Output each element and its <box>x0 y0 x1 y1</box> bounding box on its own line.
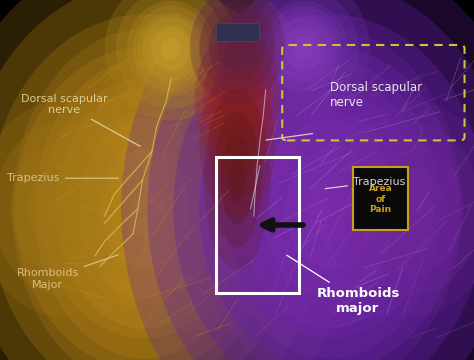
Ellipse shape <box>197 29 462 360</box>
Ellipse shape <box>0 14 301 360</box>
Ellipse shape <box>67 112 223 306</box>
Ellipse shape <box>11 144 113 274</box>
Ellipse shape <box>263 119 396 299</box>
Ellipse shape <box>200 1 275 93</box>
Ellipse shape <box>190 0 284 104</box>
Ellipse shape <box>0 0 327 360</box>
Ellipse shape <box>162 38 181 59</box>
Ellipse shape <box>219 59 440 359</box>
Ellipse shape <box>0 101 147 317</box>
Text: Rhomboids
Major: Rhomboids Major <box>17 255 118 290</box>
Ellipse shape <box>56 89 233 329</box>
Ellipse shape <box>160 37 182 60</box>
Ellipse shape <box>378 166 447 252</box>
Ellipse shape <box>35 59 255 359</box>
Bar <box>216 157 299 293</box>
Text: Trapezius: Trapezius <box>8 173 118 183</box>
Ellipse shape <box>277 144 382 274</box>
Ellipse shape <box>12 29 277 360</box>
Ellipse shape <box>303 176 356 241</box>
Ellipse shape <box>220 72 254 130</box>
Ellipse shape <box>41 79 249 338</box>
Ellipse shape <box>149 24 193 73</box>
Ellipse shape <box>229 86 246 115</box>
Ellipse shape <box>133 5 209 92</box>
Ellipse shape <box>292 37 315 60</box>
Ellipse shape <box>143 16 200 81</box>
Ellipse shape <box>219 24 256 70</box>
Ellipse shape <box>121 0 474 360</box>
Ellipse shape <box>212 58 263 144</box>
Ellipse shape <box>138 13 204 85</box>
Ellipse shape <box>237 0 370 121</box>
Ellipse shape <box>203 43 271 158</box>
Ellipse shape <box>200 47 460 360</box>
Ellipse shape <box>100 149 189 269</box>
Text: Dorsal scapular
nerve: Dorsal scapular nerve <box>329 81 422 109</box>
Ellipse shape <box>229 158 246 202</box>
Ellipse shape <box>79 119 211 299</box>
Ellipse shape <box>15 47 275 360</box>
Text: Rhomboids
major: Rhomboids major <box>287 255 400 315</box>
Ellipse shape <box>119 176 171 241</box>
Ellipse shape <box>0 0 353 360</box>
Text: Area
of
Pain: Area of Pain <box>369 184 392 214</box>
Ellipse shape <box>226 79 434 338</box>
Ellipse shape <box>127 1 215 96</box>
Bar <box>216 23 258 41</box>
Ellipse shape <box>209 90 265 198</box>
Ellipse shape <box>116 0 226 109</box>
Text: Dorsal scapular
nerve: Dorsal scapular nerve <box>21 94 140 146</box>
Ellipse shape <box>195 29 280 173</box>
Ellipse shape <box>105 0 237 121</box>
Ellipse shape <box>219 108 256 180</box>
Ellipse shape <box>28 166 96 252</box>
Ellipse shape <box>200 72 275 216</box>
Ellipse shape <box>228 126 246 162</box>
Ellipse shape <box>270 13 337 85</box>
Bar <box>353 167 408 230</box>
Ellipse shape <box>361 144 464 274</box>
Ellipse shape <box>259 1 348 96</box>
Ellipse shape <box>173 14 474 360</box>
Ellipse shape <box>395 187 429 230</box>
Ellipse shape <box>45 187 79 230</box>
Ellipse shape <box>241 89 418 329</box>
Ellipse shape <box>0 122 130 295</box>
Ellipse shape <box>284 27 322 70</box>
Ellipse shape <box>344 122 474 295</box>
Ellipse shape <box>147 0 474 360</box>
Ellipse shape <box>93 144 197 274</box>
Ellipse shape <box>152 27 190 70</box>
Text: Trapezius: Trapezius <box>325 177 405 189</box>
Ellipse shape <box>327 101 474 317</box>
Ellipse shape <box>265 5 341 92</box>
Ellipse shape <box>248 0 359 109</box>
Ellipse shape <box>285 149 374 269</box>
Ellipse shape <box>204 90 270 270</box>
Ellipse shape <box>282 24 326 73</box>
Ellipse shape <box>294 38 313 59</box>
Ellipse shape <box>308 179 352 239</box>
Ellipse shape <box>251 112 408 306</box>
Ellipse shape <box>221 135 254 225</box>
Ellipse shape <box>209 12 265 81</box>
Ellipse shape <box>275 16 332 81</box>
Ellipse shape <box>228 35 246 58</box>
Ellipse shape <box>123 179 167 239</box>
Ellipse shape <box>212 113 262 248</box>
